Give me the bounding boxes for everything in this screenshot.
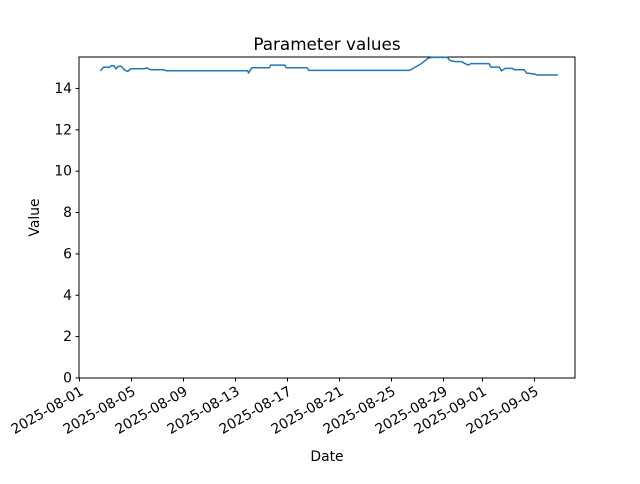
y-tick-label: 6 xyxy=(63,246,72,262)
y-tick-label: 0 xyxy=(63,371,72,387)
y-tick-label: 14 xyxy=(54,81,72,97)
x-axis-label: Date xyxy=(310,449,343,465)
data-line-series xyxy=(99,56,558,76)
chart-title: Parameter values xyxy=(253,34,400,54)
y-axis-label: Value xyxy=(27,198,43,236)
y-tick-label: 4 xyxy=(63,288,72,304)
y-tick-label: 2 xyxy=(63,329,72,345)
y-tick-label: 12 xyxy=(54,122,72,138)
plot-spines xyxy=(78,56,576,379)
y-axis-ticks: 0 2 4 6 8 10 12 14 xyxy=(54,81,79,387)
x-axis-ticks: 2025-08-012025-08-052025-08-092025-08-13… xyxy=(9,378,542,438)
y-tick-label: 8 xyxy=(63,205,72,221)
y-tick-label: 10 xyxy=(54,164,72,180)
